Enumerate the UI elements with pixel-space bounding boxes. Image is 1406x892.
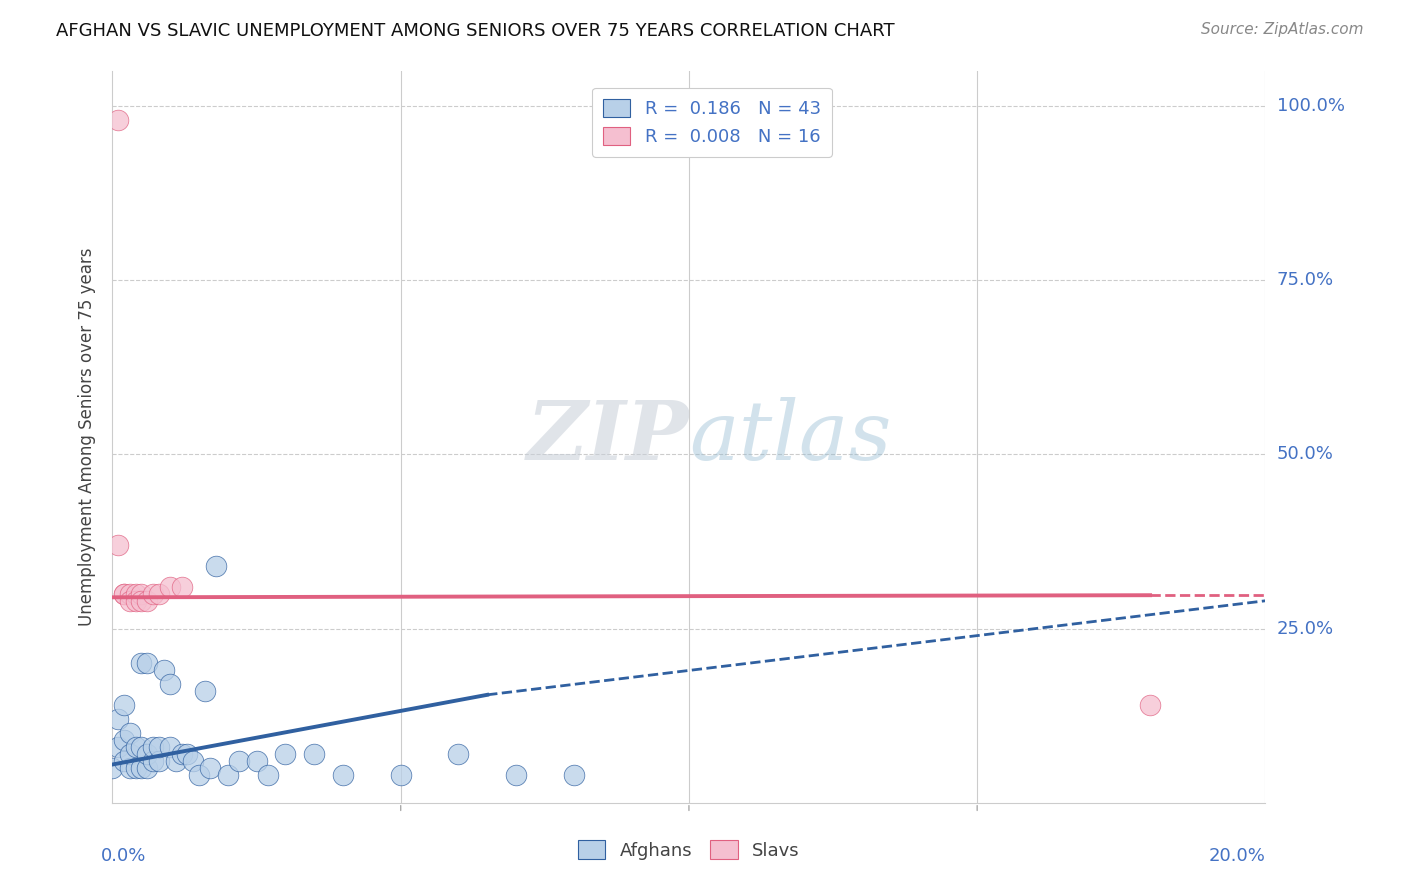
- Point: [112, 733, 135, 747]
- Point: [118, 747, 141, 761]
- Point: [118, 587, 141, 601]
- Point: [129, 594, 153, 608]
- Point: [505, 768, 527, 782]
- Point: [389, 768, 412, 782]
- Point: [142, 740, 165, 755]
- Legend: Afghans, Slavs: Afghans, Slavs: [571, 833, 807, 867]
- Point: [181, 754, 204, 768]
- Point: [118, 761, 141, 775]
- Text: 100.0%: 100.0%: [1277, 97, 1344, 115]
- Text: Source: ZipAtlas.com: Source: ZipAtlas.com: [1201, 22, 1364, 37]
- Point: [148, 740, 170, 755]
- Point: [165, 754, 187, 768]
- Point: [136, 657, 159, 671]
- Y-axis label: Unemployment Among Seniors over 75 years: Unemployment Among Seniors over 75 years: [77, 248, 96, 626]
- Point: [148, 754, 170, 768]
- Point: [112, 698, 135, 713]
- Point: [142, 587, 165, 601]
- Point: [101, 761, 124, 775]
- Text: 20.0%: 20.0%: [1209, 847, 1265, 864]
- Point: [129, 587, 153, 601]
- Point: [257, 768, 280, 782]
- Point: [107, 538, 129, 552]
- Text: atlas: atlas: [689, 397, 891, 477]
- Point: [170, 747, 193, 761]
- Point: [129, 740, 153, 755]
- Point: [188, 768, 211, 782]
- Point: [153, 664, 176, 678]
- Point: [112, 587, 135, 601]
- Point: [129, 761, 153, 775]
- Point: [124, 594, 146, 608]
- Point: [176, 747, 198, 761]
- Point: [142, 754, 165, 768]
- Point: [246, 754, 269, 768]
- Point: [217, 768, 239, 782]
- Point: [447, 747, 470, 761]
- Point: [170, 580, 193, 594]
- Point: [118, 726, 141, 740]
- Point: [107, 712, 129, 726]
- Point: [124, 740, 146, 755]
- Point: [124, 761, 146, 775]
- Point: [107, 113, 129, 128]
- Text: ZIP: ZIP: [526, 397, 689, 477]
- Point: [194, 684, 217, 698]
- Text: 75.0%: 75.0%: [1277, 271, 1334, 289]
- Text: 25.0%: 25.0%: [1277, 620, 1334, 638]
- Point: [124, 587, 146, 601]
- Text: 0.0%: 0.0%: [101, 847, 146, 864]
- Point: [1139, 698, 1161, 713]
- Point: [228, 754, 250, 768]
- Text: AFGHAN VS SLAVIC UNEMPLOYMENT AMONG SENIORS OVER 75 YEARS CORRELATION CHART: AFGHAN VS SLAVIC UNEMPLOYMENT AMONG SENI…: [56, 22, 894, 40]
- Point: [112, 587, 135, 601]
- Point: [129, 657, 153, 671]
- Point: [205, 558, 228, 573]
- Point: [159, 740, 181, 755]
- Point: [136, 594, 159, 608]
- Text: 50.0%: 50.0%: [1277, 445, 1333, 464]
- Point: [200, 761, 222, 775]
- Point: [136, 747, 159, 761]
- Point: [107, 740, 129, 755]
- Point: [136, 761, 159, 775]
- Point: [148, 587, 170, 601]
- Point: [562, 768, 585, 782]
- Point: [118, 594, 141, 608]
- Point: [112, 754, 135, 768]
- Point: [159, 677, 181, 691]
- Point: [159, 580, 181, 594]
- Point: [304, 747, 326, 761]
- Point: [332, 768, 354, 782]
- Point: [274, 747, 297, 761]
